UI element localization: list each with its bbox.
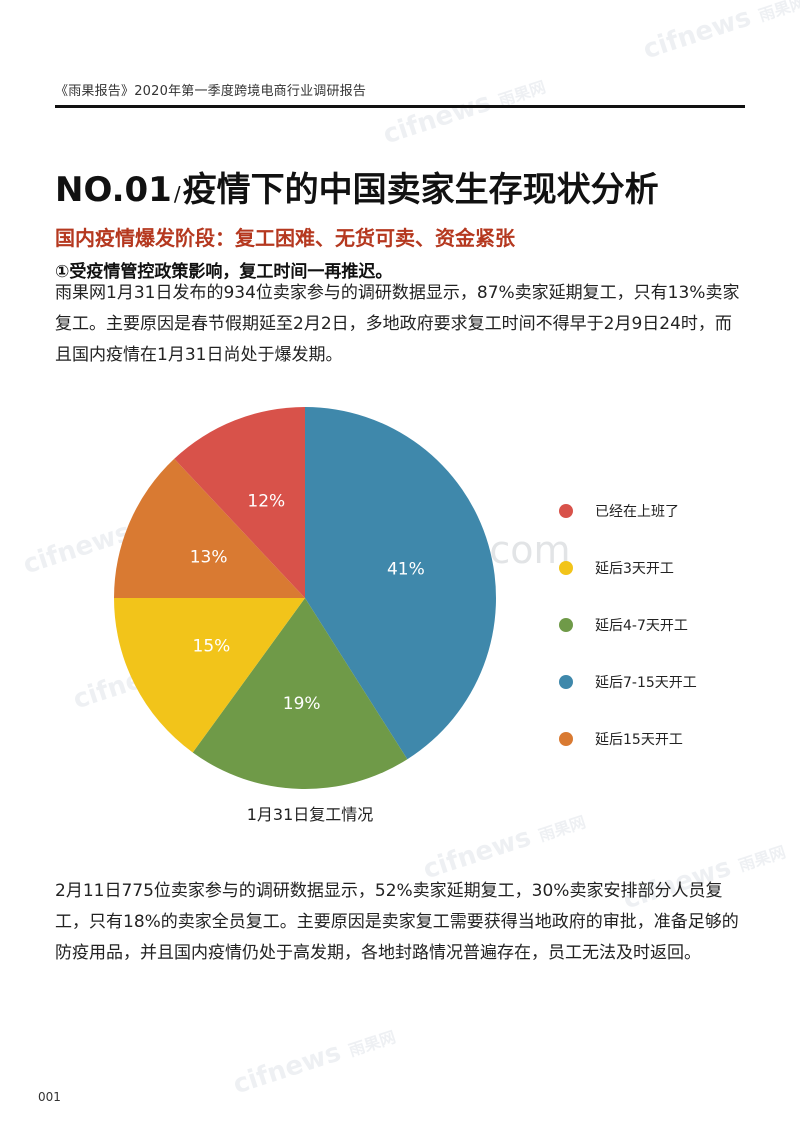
chart-title: 1月31日复工情况 [247,805,374,824]
paragraph-1: 雨果网1月31日发布的934位卖家参与的调研数据显示，87%卖家延期复工，只有1… [55,283,740,365]
watermark-logo: cifnews 雨果网 [229,1027,398,1101]
pie-slice-label: 13% [190,547,228,567]
pie-slice [114,598,305,753]
section-subtitle: 国内疫情爆发阶段：复工困难、无货可卖、资金紧张 [55,226,515,250]
header-divider [55,105,745,108]
legend-marker [559,675,573,689]
page-number: 001 [38,1090,61,1104]
legend-label: 已经在上班了 [595,504,679,520]
pie-slice-label: 15% [193,637,231,657]
watermark-logo: cifnews 雨果网 [639,0,800,66]
pie-slice-label: 12% [247,491,285,511]
pie-slice [114,458,305,598]
pie-slice [192,598,408,789]
pie-slice-label: 41% [387,560,425,580]
legend-marker [559,732,573,746]
title-text: 疫情下的中国卖家生存现状分析 [182,170,659,210]
pie-slice-label: 19% [283,694,321,714]
page-title: NO.01/疫情下的中国卖家生存现状分析 [55,162,659,211]
legend-label: 延后7-15天开工 [595,675,697,691]
legend-marker [559,561,573,575]
legend-marker [559,504,573,518]
title-separator: / [173,182,181,206]
point-heading: ①受疫情管控政策影响，复工时间一再推迟。 [55,262,393,282]
pie-slice [305,407,496,760]
pie-slice [174,407,305,598]
pie-slices [114,407,496,789]
legend-label: 延后15天开工 [595,732,683,748]
legend-marker [559,618,573,632]
legend-label: 延后3天开工 [595,561,674,577]
pie-labels: 41% 19% 15% 13% 12% [190,491,425,714]
watermark-logo: cifnews 雨果网 [379,77,548,151]
legend-label: 延后4-7天开工 [595,618,688,634]
paragraph-2: 2月11日775位卖家参与的调研数据显示，52%卖家延期复工，30%卖家安排部分… [55,881,739,963]
title-number: NO.01 [55,170,172,210]
report-header: 《雨果报告》2020年第一季度跨境电商行业调研报告 [55,84,367,99]
pie-chart: 41% 19% 15% 13% 12% 已经在上班了延后3天开工延后4-7天开工延后7-… [114,407,697,824]
